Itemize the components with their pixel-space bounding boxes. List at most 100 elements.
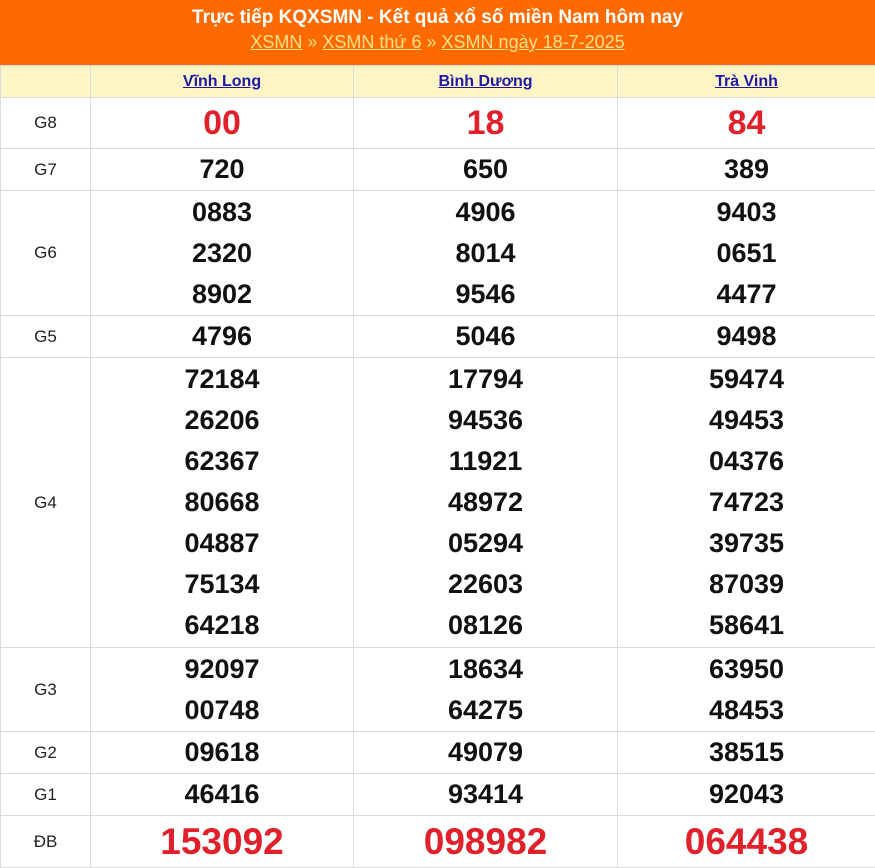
result-number: 8902 bbox=[91, 274, 353, 315]
breadcrumb-xsmn[interactable]: XSMN bbox=[250, 32, 302, 52]
result-number: 62367 bbox=[91, 441, 353, 482]
result-number: 9498 bbox=[618, 316, 875, 357]
result-number: 39735 bbox=[618, 523, 875, 564]
result-cell: 098982 bbox=[354, 816, 618, 868]
result-number: 153092 bbox=[91, 816, 353, 867]
result-number: 2320 bbox=[91, 233, 353, 274]
result-cell: 46416 bbox=[91, 774, 354, 816]
result-cell: 92043 bbox=[618, 774, 875, 816]
result-number: 48453 bbox=[618, 690, 875, 731]
result-cell: 93414 bbox=[354, 774, 618, 816]
result-number: 00748 bbox=[91, 690, 353, 731]
result-number: 720 bbox=[91, 149, 353, 190]
result-number: 84 bbox=[618, 98, 875, 148]
province-link-tra-vinh[interactable]: Trà Vinh bbox=[715, 73, 778, 90]
prize-label: ĐB bbox=[1, 816, 91, 868]
result-number: 26206 bbox=[91, 400, 353, 441]
result-number: 74723 bbox=[618, 482, 875, 523]
prize-label: G5 bbox=[1, 316, 91, 358]
result-number: 48972 bbox=[354, 482, 617, 523]
breadcrumb-separator: » bbox=[307, 32, 317, 52]
result-number: 72184 bbox=[91, 359, 353, 400]
result-cell: 49079 bbox=[354, 732, 618, 774]
result-cell: 84 bbox=[618, 98, 875, 149]
prize-label: G7 bbox=[1, 149, 91, 191]
result-number: 22603 bbox=[354, 564, 617, 605]
province-link-binh-duong[interactable]: Bình Dương bbox=[438, 73, 532, 90]
result-number: 17794 bbox=[354, 359, 617, 400]
result-cell: 650 bbox=[354, 149, 618, 191]
result-number: 0883 bbox=[91, 192, 353, 233]
result-number: 650 bbox=[354, 149, 617, 190]
result-number: 04376 bbox=[618, 441, 875, 482]
result-number: 87039 bbox=[618, 564, 875, 605]
breadcrumb-xsmn-thu-6[interactable]: XSMN thứ 6 bbox=[322, 32, 421, 52]
result-number: 09618 bbox=[91, 732, 353, 773]
result-cell: 4796 bbox=[91, 316, 354, 358]
result-number: 18634 bbox=[354, 649, 617, 690]
result-cell: 18 bbox=[354, 98, 618, 149]
page-header: Trực tiếp KQXSMN - Kết quả xổ số miền Na… bbox=[0, 0, 875, 65]
result-number: 80668 bbox=[91, 482, 353, 523]
result-number: 064438 bbox=[618, 816, 875, 867]
result-number: 9546 bbox=[354, 274, 617, 315]
result-number: 4906 bbox=[354, 192, 617, 233]
result-number: 75134 bbox=[91, 564, 353, 605]
result-number: 098982 bbox=[354, 816, 617, 867]
result-number: 38515 bbox=[618, 732, 875, 773]
result-cell: 5046 bbox=[354, 316, 618, 358]
page-title: Trực tiếp KQXSMN - Kết quả xổ số miền Na… bbox=[0, 6, 875, 30]
result-number: 49453 bbox=[618, 400, 875, 441]
result-number: 4796 bbox=[91, 316, 353, 357]
result-number: 04887 bbox=[91, 523, 353, 564]
result-number: 94536 bbox=[354, 400, 617, 441]
province-header-row: Vĩnh Long Bình Dương Trà Vinh bbox=[1, 66, 875, 98]
result-number: 63950 bbox=[618, 649, 875, 690]
result-number: 00 bbox=[91, 98, 353, 148]
result-cell: 09618 bbox=[91, 732, 354, 774]
result-number: 46416 bbox=[91, 774, 353, 815]
result-number: 11921 bbox=[354, 441, 617, 482]
result-number: 59474 bbox=[618, 359, 875, 400]
result-number: 5046 bbox=[354, 316, 617, 357]
province-link-vinh-long[interactable]: Vĩnh Long bbox=[183, 73, 261, 90]
result-number: 49079 bbox=[354, 732, 617, 773]
result-number: 9403 bbox=[618, 192, 875, 233]
breadcrumb: XSMN » XSMN thứ 6 » XSMN ngày 18-7-2025 bbox=[0, 30, 875, 54]
province-cell: Trà Vinh bbox=[618, 66, 875, 98]
prize-label: G1 bbox=[1, 774, 91, 816]
result-number: 92097 bbox=[91, 649, 353, 690]
province-cell: Vĩnh Long bbox=[91, 66, 354, 98]
result-number: 93414 bbox=[354, 774, 617, 815]
result-number: 18 bbox=[354, 98, 617, 148]
breadcrumb-separator: » bbox=[427, 32, 437, 52]
result-cell: 720 bbox=[91, 149, 354, 191]
result-number: 08126 bbox=[354, 605, 617, 646]
prize-label: G3 bbox=[1, 648, 91, 732]
result-number: 4477 bbox=[618, 274, 875, 315]
prize-label: G6 bbox=[1, 191, 91, 316]
result-number: 0651 bbox=[618, 233, 875, 274]
prize-label: G8 bbox=[1, 98, 91, 149]
result-number: 58641 bbox=[618, 605, 875, 646]
result-number: 389 bbox=[618, 149, 875, 190]
breadcrumb-xsmn-date[interactable]: XSMN ngày 18-7-2025 bbox=[442, 32, 625, 52]
result-cell: 389 bbox=[618, 149, 875, 191]
result-number: 64275 bbox=[354, 690, 617, 731]
